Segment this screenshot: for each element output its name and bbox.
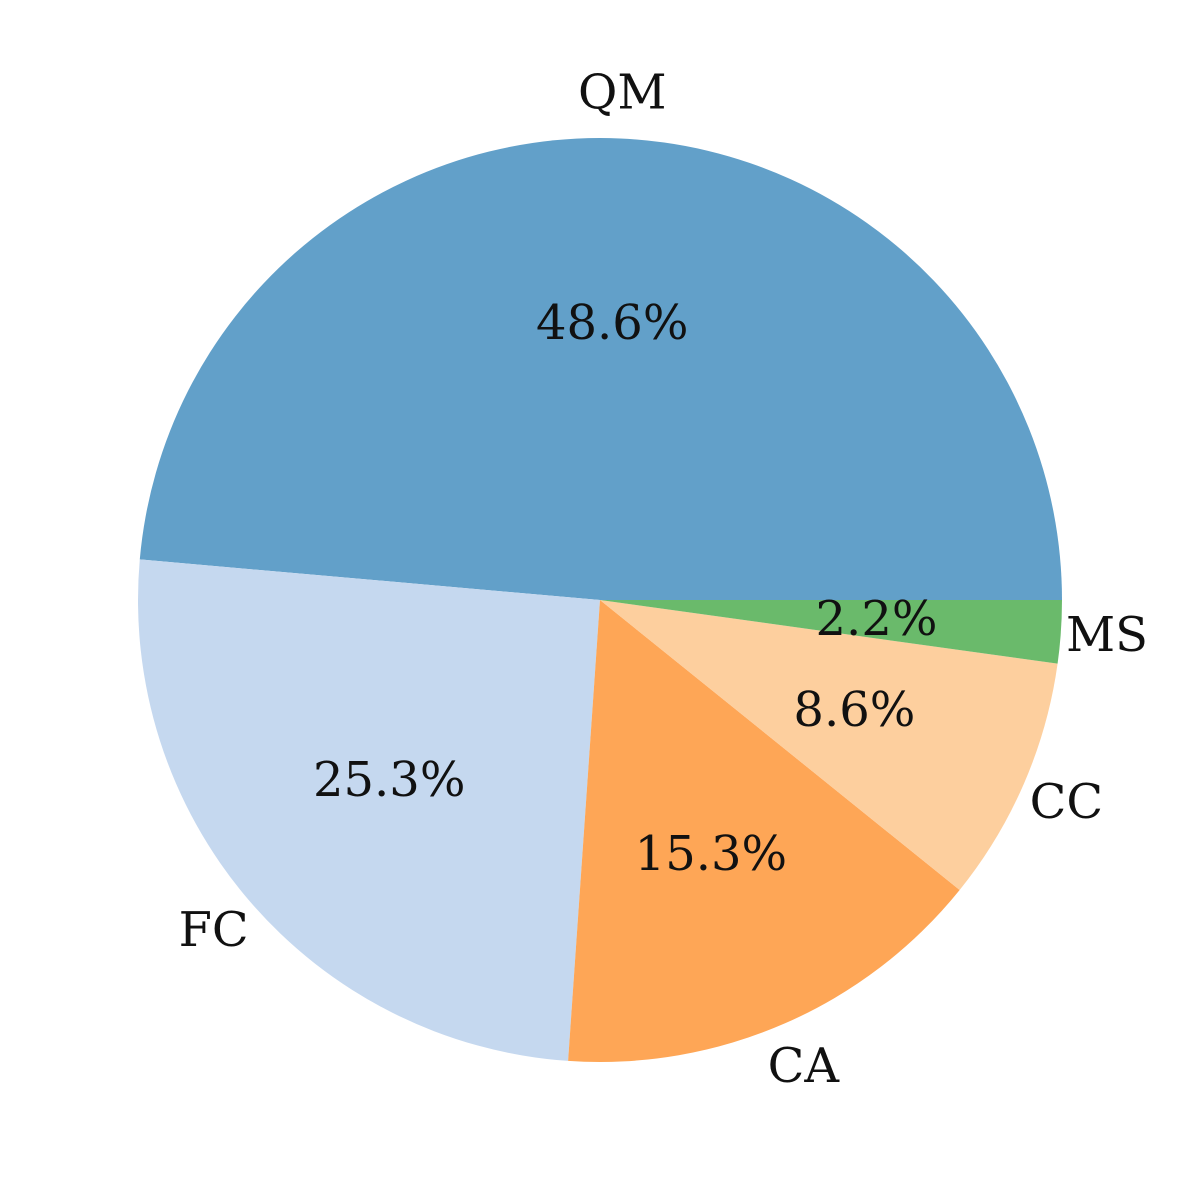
pie-slice-ca	[568, 600, 960, 1063]
slice-label-qm: QM	[578, 64, 667, 120]
slice-percent-cc: 8.6%	[793, 682, 915, 738]
slice-label-ca: CA	[768, 1038, 841, 1094]
slice-label-cc: CC	[1030, 774, 1103, 830]
pie-slice-fc	[138, 559, 600, 1061]
pie-slice-cc	[600, 600, 1058, 890]
pie-slice-ms	[600, 600, 1062, 664]
labels-layer: QM 48.6% FC 25.3% CA 15.3% CC 8.6% MS 2.2%	[179, 64, 1148, 1094]
slice-label-fc: FC	[179, 902, 249, 958]
slice-percent-fc: 25.3%	[313, 752, 465, 808]
slice-label-ms: MS	[1066, 607, 1148, 663]
slice-percent-ms: 2.2%	[816, 591, 938, 647]
slice-percent-qm: 48.6%	[536, 295, 688, 351]
slices-layer	[138, 138, 1063, 1063]
slice-percent-ca: 15.3%	[635, 826, 787, 882]
pie-slice-qm	[139, 138, 1063, 600]
